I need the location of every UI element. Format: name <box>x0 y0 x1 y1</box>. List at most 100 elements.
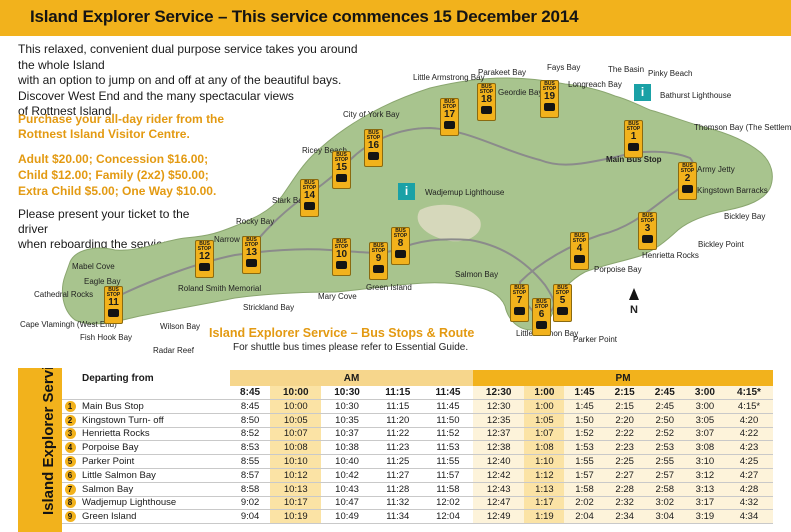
ticket-notice: Please present your ticket to the driver… <box>18 207 218 252</box>
intro-line: This relaxed, convenient dual purpose se… <box>18 42 358 72</box>
time-cell: 10:08 <box>270 440 322 456</box>
place-label: Eagle Bay <box>84 277 121 286</box>
time-cell: 3:02 <box>644 496 685 511</box>
time-cell: 3:00 <box>684 399 725 414</box>
time-cell: 9:02 <box>230 496 271 511</box>
bus-stop-word: BUS <box>481 84 492 90</box>
stop-number-badge: 6 <box>64 469 76 481</box>
time-cell: 2:50 <box>644 413 685 428</box>
time-header-cell: 11:15 <box>372 386 423 400</box>
time-cell: 12:02 <box>422 496 474 511</box>
time-cell: 11:20 <box>372 413 423 428</box>
time-cell: 1:13 <box>524 482 565 497</box>
time-cell: 11:50 <box>422 413 474 428</box>
time-cell: 1:53 <box>564 440 605 456</box>
place-label: Army Jetty <box>697 165 735 174</box>
bus-stop-word: STOP <box>626 126 641 132</box>
bus-stop-word: BUS <box>304 180 315 186</box>
bus-stop-number: 16 <box>367 140 380 151</box>
side-label-text: Island Explorer Service – Bus Timetable <box>40 368 57 515</box>
time-cell: 3:10 <box>684 454 725 469</box>
time-cell: 1:07 <box>524 427 565 442</box>
place-label: Green Island <box>366 283 412 292</box>
place-label: Kingstown Barracks <box>697 186 768 195</box>
stop-name: Henrietta Rocks <box>78 427 230 442</box>
bus-stop-word: STOP <box>512 290 527 296</box>
bus-stop-marker: BUS STOP 18 <box>477 83 496 121</box>
bus-stop-number: 14 <box>303 190 316 201</box>
time-cell: 10:30 <box>321 399 373 414</box>
time-cell: 11:58 <box>422 482 474 497</box>
bus-stop-number: 18 <box>480 94 493 105</box>
price-line: Child $12.00; Family (2x2) $50.00; <box>18 168 209 182</box>
table-row: 5 Parker Point 8:55 10:10 10:40 11:25 11:55 12:… <box>62 454 773 469</box>
bus-stop-word: STOP <box>555 290 570 296</box>
bus-stop-number: 10 <box>335 249 348 260</box>
bus-icon <box>246 259 257 267</box>
bus-stop-number: 12 <box>198 251 211 262</box>
timetable-body: 1 Main Bus Stop 8:45 10:00 10:30 11:15 11:45 12… <box>62 399 773 525</box>
bus-stop-marker: BUS STOP 11 <box>104 286 123 324</box>
stop-name: Porpoise Bay <box>78 440 230 456</box>
time-cell: 2:58 <box>644 482 685 497</box>
bus-icon <box>336 261 347 269</box>
bus-stop-number: 19 <box>543 91 556 102</box>
place-label: Longreach Bay <box>568 80 622 89</box>
time-cell: 12:47 <box>473 496 525 511</box>
stop-number-badge: 8 <box>64 497 76 509</box>
time-header-cell: 3:00 <box>684 386 725 400</box>
time-cell: 8:58 <box>230 482 271 497</box>
place-label: Roland Smith Memorial <box>178 284 262 293</box>
place-label: Fish Hook Bay <box>80 333 133 342</box>
time-cell: 10:42 <box>321 468 373 483</box>
time-cell: 8:45 <box>230 399 271 414</box>
time-cell: 1:05 <box>524 413 565 428</box>
time-cell: 10:19 <box>270 509 322 525</box>
bus-icon <box>336 174 347 182</box>
time-cell: 1:12 <box>524 468 565 483</box>
time-cell: 8:55 <box>230 454 271 469</box>
bus-stop-marker: BUS STOP 7 <box>510 284 529 322</box>
place-label: Stark Bay <box>272 196 307 205</box>
place-label: Bathurst Lighthouse <box>660 91 732 100</box>
place-label: Cape Vlamingh (West End) <box>20 320 117 329</box>
stop-number-badge: 3 <box>64 428 76 440</box>
time-cell: 3:04 <box>644 509 685 525</box>
time-cell: 11:32 <box>372 496 423 511</box>
time-cell: 12:04 <box>422 509 474 525</box>
table-row: 9 Green Island 9:04 10:19 10:49 11:34 12:04 12:… <box>62 509 773 525</box>
time-header-cell: 8:45 <box>230 386 271 400</box>
price-line: Extra Child $5.00; One Way $10.00. <box>18 184 217 198</box>
bus-stop-word: STOP <box>479 89 494 95</box>
bus-stop-marker: BUS STOP 2 <box>678 162 697 200</box>
title-bar: Island Explorer Service – This service c… <box>0 0 791 36</box>
bus-stop-word: BUS <box>574 233 585 239</box>
bus-stop-word: STOP <box>534 304 549 310</box>
time-cell: 2:04 <box>564 509 605 525</box>
time-header-cell: 11:45 <box>422 386 474 400</box>
place-label: Thomson Bay (The Settlement) <box>694 123 791 132</box>
place-label: Porpoise Bay <box>594 265 642 274</box>
place-label: The Basin <box>608 65 645 74</box>
stop-name: Main Bus Stop <box>78 399 230 414</box>
bus-stop-number: 4 <box>576 243 583 254</box>
bus-stop-word: STOP <box>106 292 121 298</box>
bus-icon <box>108 309 119 317</box>
bus-stop-marker: BUS STOP 12 <box>195 240 214 278</box>
place-label: Mary Cove <box>318 292 357 301</box>
north-arrow-icon <box>629 288 639 300</box>
stop-name: Little Salmon Bay <box>78 468 230 483</box>
time-cell: 2:22 <box>604 427 645 442</box>
bus-stop-marker: BUS STOP 10 <box>332 238 351 276</box>
stop-number-badge: 1 <box>64 400 76 412</box>
bus-stop-word: BUS <box>368 130 379 136</box>
stop-name: Salmon Bay <box>78 482 230 497</box>
time-cell: 10:49 <box>321 509 373 525</box>
intro-line: Discover West End and the many spectacul… <box>18 88 294 103</box>
time-cell: 8:52 <box>230 427 271 442</box>
bus-stop-word: BUS <box>246 237 257 243</box>
time-cell: 3:05 <box>684 413 725 428</box>
bus-stop-number: 11 <box>108 297 119 308</box>
time-cell: 4:20 <box>724 413 773 428</box>
am-header: AM <box>230 370 474 386</box>
